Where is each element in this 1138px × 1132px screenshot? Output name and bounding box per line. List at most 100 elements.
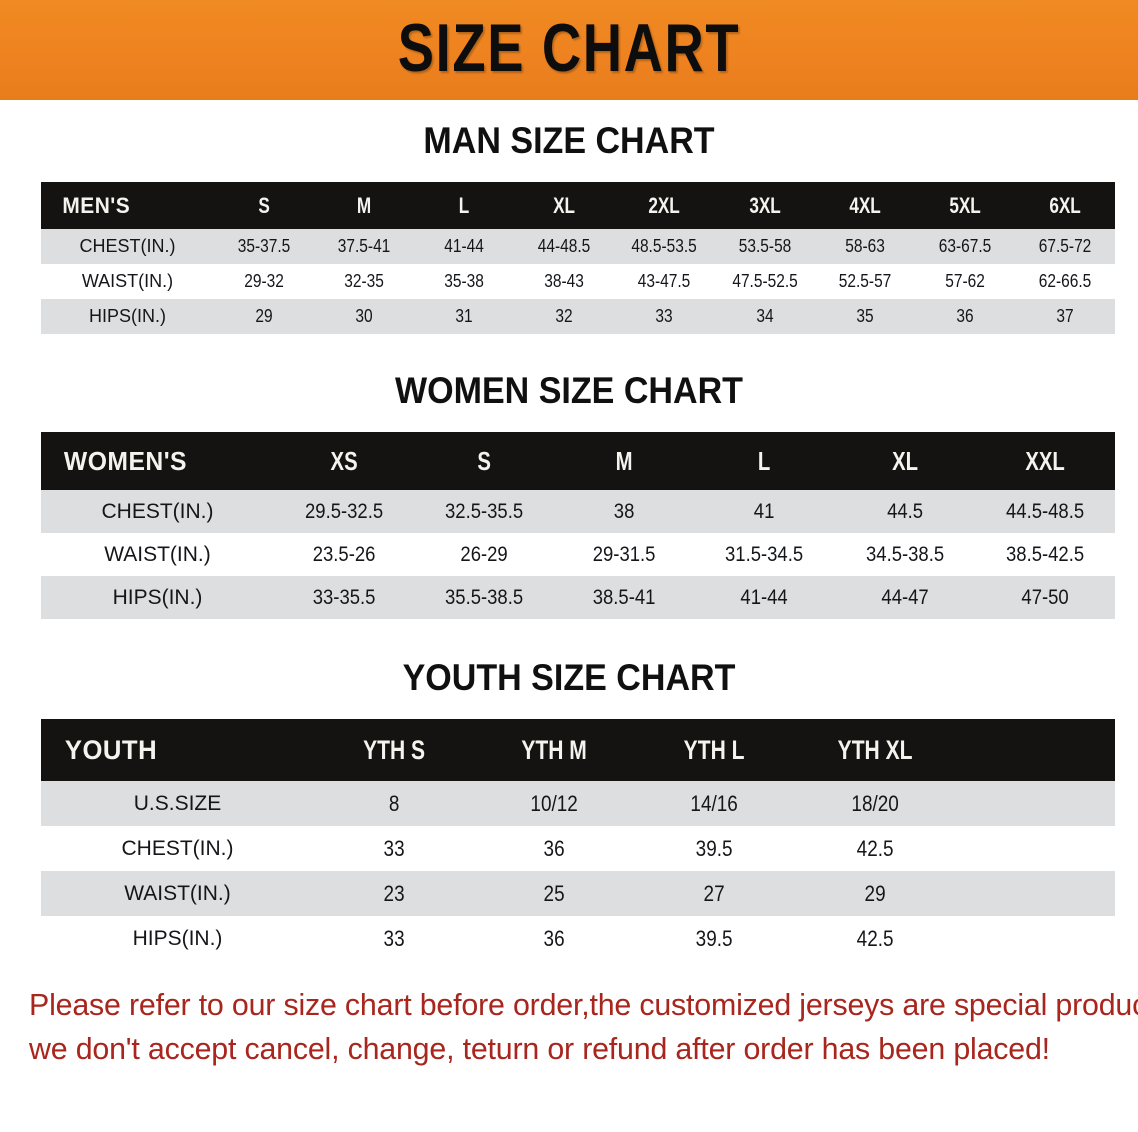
man-cell-value: 57-62 [945,271,985,291]
man-size-header-6xl: 6XL [1049,192,1081,218]
youth-row-spacer [955,871,1115,916]
man-cell-value: 30 [355,306,373,326]
women-cell-value: 44.5-48.5 [1005,499,1084,523]
youth-size-header-yth-m: YTH M [521,734,588,765]
youth-cell-value: 23 [383,880,405,906]
youth-corner-label: YOUTH [64,734,158,765]
man-cell-value: 58-63 [844,236,885,256]
man-cell-value: 47.5-52.5 [731,271,798,291]
page-title: SIZE CHART [397,10,741,86]
man-row-label: CHEST(IN.) [79,236,176,256]
youth-row-spacer [955,781,1115,826]
women-cell-value: 29-31.5 [593,542,656,566]
youth-cell-value: 42.5 [856,925,894,951]
women-size-header-xl: XL [891,445,918,476]
man-table-row: CHEST(IN.) 35-37.5 37.5-41 41-44 44-48.5 48.5… [41,229,1115,264]
man-size-header-3xl: 3XL [748,192,781,218]
man-corner-label: MEN'S [62,192,131,218]
women-table-row: WAIST(IN.) 23.5-26 26-29 29-31.5 31.5-34.5 34… [41,533,1115,576]
youth-cell-value: 8 [388,790,400,816]
women-size-header-xxl: XXL [1025,445,1065,476]
women-size-table: WOMEN'S XS S M L XL XXL CHEST(IN.) 29.5-32.5 32.… [41,432,1115,619]
women-section-heading: WOMEN SIZE CHART [395,370,743,411]
man-cell-value: 31 [455,306,473,326]
man-cell-value: 41-44 [444,236,485,256]
youth-table-row: WAIST(IN.) 23 25 27 29 [41,871,1115,916]
youth-header-spacer [955,719,1115,781]
disclaimer-line-1: Please refer to our size chart before or… [29,987,1138,1022]
man-cell-value: 53.5-58 [738,236,791,256]
women-cell-value: 44.5 [886,499,923,523]
youth-cell-value: 18/20 [850,790,899,816]
women-cell-value: 35.5-38.5 [445,585,524,609]
women-cell-value: 34.5-38.5 [865,542,944,566]
man-table-row: WAIST(IN.) 29-32 32-35 35-38 38-43 43-47.5 47.… [41,264,1115,299]
man-cell-value: 52.5-57 [838,271,891,291]
women-cell-value: 29.5-32.5 [305,499,384,523]
man-cell-value: 62-66.5 [1038,271,1092,291]
man-cell-value: 67.5-72 [1038,236,1092,256]
women-cell-value: 32.5-35.5 [445,499,524,523]
man-cell-value: 38-43 [544,271,585,291]
page-banner: SIZE CHART [0,0,1138,100]
man-row-label: HIPS(IN.) [88,306,166,326]
man-cell-value: 37.5-41 [337,236,391,256]
youth-cell-value: 25 [543,880,565,906]
youth-cell-value: 10/12 [530,790,578,816]
women-cell-value: 41 [754,499,775,523]
man-size-header-s: S [258,192,270,218]
youth-cell-value: 33 [383,925,405,951]
youth-size-header-yth-xl: YTH XL [837,734,913,765]
youth-cell-value: 36 [543,925,565,951]
youth-table-row: CHEST(IN.) 33 36 39.5 42.5 [41,826,1115,871]
youth-cell-value: 14/16 [690,790,739,816]
man-size-header-l: L [459,192,470,218]
women-cell-value: 38 [614,499,635,523]
women-cell-value: 44-47 [881,585,929,609]
man-cell-value: 35-38 [444,271,485,291]
man-size-header-m: M [357,192,372,218]
women-cell-value: 23.5-26 [312,542,376,566]
man-cell-value: 29 [255,306,273,326]
women-cell-value: 38.5-41 [593,585,656,609]
man-cell-value: 29-32 [244,271,284,291]
women-cell-value: 41-44 [740,585,789,609]
youth-row-label: CHEST(IN.) [121,836,234,860]
youth-cell-value: 39.5 [696,925,733,951]
man-size-table-wrapper: MEN'S S M L XL 2XL 3XL 4XL 5XL 6XL CHEST(IN.) 35-3… [41,182,1115,334]
youth-row-label: WAIST(IN.) [124,881,231,905]
women-cell-value: 38.5-42.5 [1005,542,1084,566]
order-disclaimer: Please refer to our size chart before or… [29,983,1138,1071]
man-cell-value: 36 [956,306,974,326]
man-cell-value: 33 [655,306,674,326]
youth-row-spacer [955,826,1115,871]
man-cell-value: 44-48.5 [538,236,591,256]
women-table-body: WOMEN'S XS S M L XL XXL CHEST(IN.) 29.5-32.5 32.… [41,432,1115,619]
man-size-header-5xl: 5XL [949,192,981,218]
youth-table-body: YOUTH YTH S YTH M YTH L YTH XL U.S.SIZE 8 10/1… [41,719,1115,961]
man-row-label: WAIST(IN.) [81,271,174,291]
youth-cell-value: 36 [543,835,565,861]
women-cell-value: 47-50 [1021,585,1069,609]
women-cell-value: 33-35.5 [312,585,376,609]
man-size-table: MEN'S S M L XL 2XL 3XL 4XL 5XL 6XL CHEST(IN.) 35-3… [41,182,1115,334]
women-cell-value: 31.5-34.5 [725,542,804,566]
youth-row-label: HIPS(IN.) [132,926,223,950]
youth-table-row: U.S.SIZE 8 10/12 14/16 18/20 [41,781,1115,826]
women-row-label: WAIST(IN.) [104,542,211,566]
youth-size-header-yth-s: YTH S [363,734,426,765]
man-cell-value: 43-47.5 [638,271,691,291]
youth-cell-value: 29 [864,880,886,906]
women-row-label: CHEST(IN.) [101,499,214,523]
women-size-header-xs: XS [330,445,358,476]
women-size-table-wrapper: WOMEN'S XS S M L XL XXL CHEST(IN.) 29.5-32.5 32.… [41,432,1115,619]
women-table-row: CHEST(IN.) 29.5-32.5 32.5-35.5 38 41 44.5 44.5… [41,490,1115,533]
man-size-header-2xl: 2XL [648,192,681,218]
man-cell-value: 37 [1056,306,1074,326]
women-header-row: WOMEN'S XS S M L XL XXL [41,432,1115,490]
man-size-header-xl: XL [553,192,576,218]
youth-row-spacer [955,916,1115,961]
man-table-row: HIPS(IN.) 29 30 31 32 33 34 35 36 37 [41,299,1115,334]
man-cell-value: 35-37.5 [237,236,291,256]
youth-size-table: YOUTH YTH S YTH M YTH L YTH XL U.S.SIZE 8 10/1… [41,719,1115,961]
